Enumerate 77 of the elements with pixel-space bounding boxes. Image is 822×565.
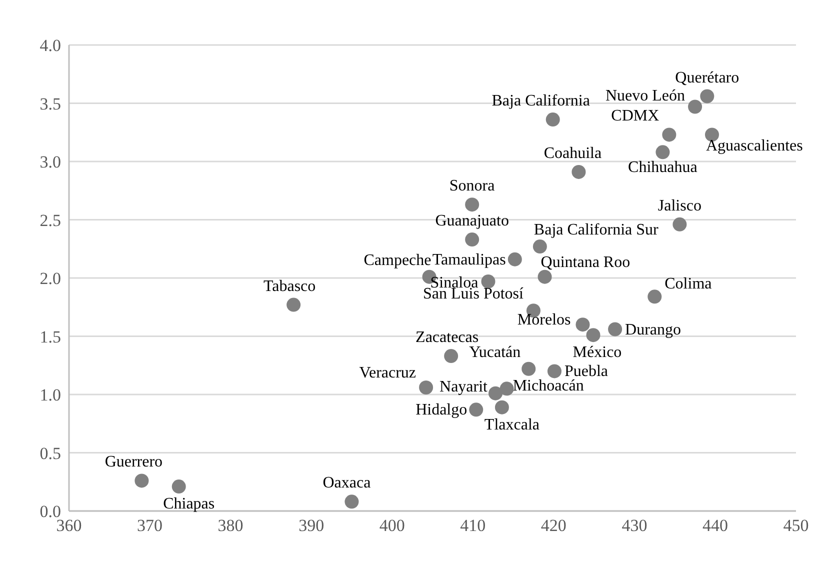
point [656,145,670,160]
point [522,362,536,376]
point [576,318,590,332]
y-tick-label: 2.0 [40,269,61,288]
series-label: Jalisco [658,197,702,214]
series-label: Querétaro [675,69,740,86]
series-label: Morelos [517,312,571,329]
x-tick-label: 390 [298,516,324,536]
series-label: Nuevo León [605,88,686,105]
point [134,474,149,488]
x-tick-label: 440 [702,516,728,536]
y-tick-label: 3.0 [40,152,61,172]
y-tick-label: 1.5 [40,327,61,346]
point [172,480,186,494]
series-label: Baja California Sur [534,222,660,239]
point [547,364,562,378]
point [465,232,480,247]
point [500,382,514,396]
point [488,386,503,400]
point [700,89,714,104]
point [546,112,560,127]
point [444,349,458,364]
series-label: Campeche [364,252,432,269]
series-label: Tabasco [263,278,316,295]
x-tick-label: 450 [783,516,809,536]
y-tick-label: 2.5 [40,210,61,230]
point [608,322,622,336]
series-label: Tamaulipas [432,251,506,268]
series-label: Puebla [564,363,608,380]
point [648,290,662,304]
series-label: Coahuila [544,144,602,162]
series-label: CDMX [611,108,660,125]
series-label: Michoacán [512,378,584,395]
x-tick-label: 420 [540,516,566,536]
x-tick-label: 370 [137,516,163,536]
point [494,400,509,414]
point [286,298,301,312]
series-label: Nayarit [440,378,488,396]
point [419,380,434,395]
point [508,252,522,266]
series-label: Hidalgo [416,402,468,419]
series-label: Quintana Roo [540,254,630,271]
point [465,198,480,212]
series-label: Chiapas [163,496,215,513]
series-label: Guanajuato [435,212,509,230]
y-tick-label: 1.0 [40,386,61,405]
series-label: México [572,344,622,362]
point [662,128,676,142]
y-tick-label: 0.5 [40,444,61,463]
y-tick-label: 3.5 [40,94,61,114]
point [481,274,496,288]
point [572,164,586,179]
point [469,402,484,417]
series-label: Yucatán [469,344,521,361]
series-label: Baja California [492,92,590,110]
y-tick-label: 4.0 [40,36,61,56]
series-label: Aguascalientes [706,138,803,155]
series-label: Veracruz [359,364,416,382]
series-label: Durango [625,321,682,338]
point [688,100,702,114]
series-label: Tlaxcala [484,416,540,434]
x-tick-label: 410 [460,516,486,536]
series-label: Colima [664,276,712,293]
x-tick-label: 430 [622,516,648,536]
series-label: Oaxaca [322,474,371,492]
point [344,494,359,509]
x-tick-label: 360 [56,516,82,536]
series-label: Guerrero [104,454,163,471]
point [586,328,600,342]
series-label: Chihuahua [628,159,698,176]
series-label: Zacatecas [416,329,479,346]
point [672,217,687,232]
point [532,240,547,254]
x-tick-label: 400 [379,516,405,536]
x-tick-label: 380 [218,516,244,536]
series-label: Sonora [449,178,495,195]
point [538,270,552,284]
